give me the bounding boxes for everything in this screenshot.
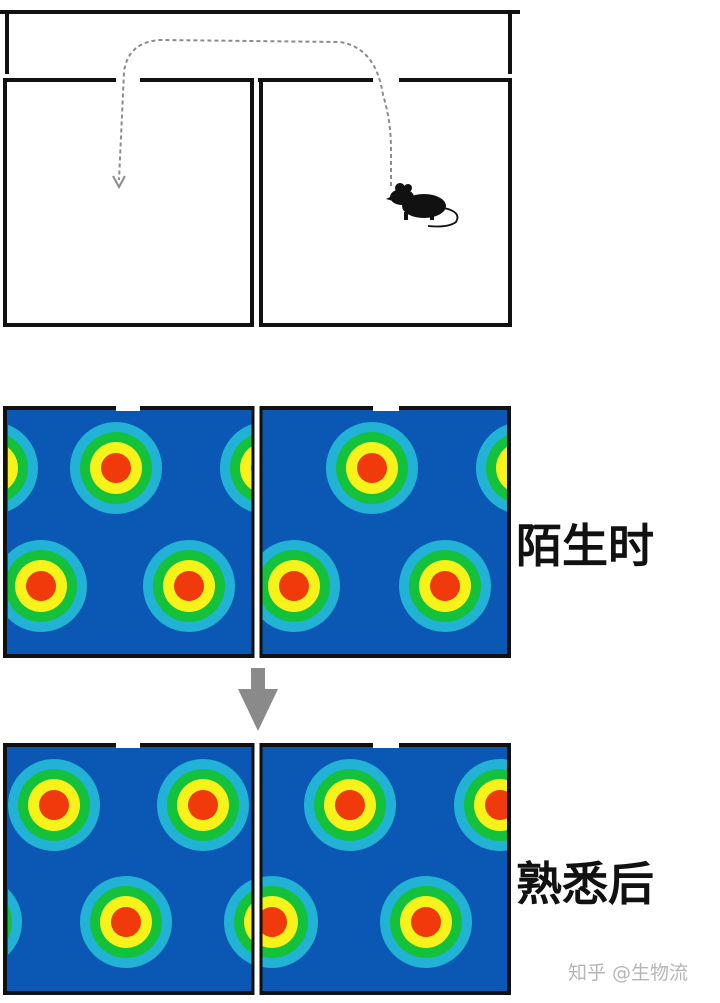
movement-path xyxy=(118,38,392,186)
familiar-door-right xyxy=(373,742,399,748)
unfamiliar-door-right xyxy=(373,405,399,411)
unfamiliar-divider-gap xyxy=(252,405,262,660)
down-arrow-icon xyxy=(238,668,278,731)
place-field xyxy=(476,422,508,514)
place-field xyxy=(8,759,100,851)
label-unfamiliar: 陌生时 xyxy=(516,519,654,573)
place-field xyxy=(157,759,249,851)
place-field xyxy=(454,759,508,851)
place-field xyxy=(399,540,491,632)
place-field xyxy=(70,422,162,514)
label-familiar: 熟悉后 xyxy=(516,857,654,911)
mouse-icon xyxy=(386,183,459,228)
path-arrowhead-icon xyxy=(112,175,126,190)
place-field xyxy=(326,422,418,514)
place-field xyxy=(304,759,396,851)
familiar-door-left xyxy=(116,742,140,748)
unfamiliar-field-map xyxy=(3,405,511,660)
unfamiliar-door-left xyxy=(116,405,140,411)
familiar-divider-gap xyxy=(252,742,262,997)
maze-schematic xyxy=(0,10,520,327)
place-field xyxy=(143,540,235,632)
place-field xyxy=(380,876,472,968)
watermark: 知乎 @生物流 xyxy=(568,962,689,984)
place-field xyxy=(80,876,172,968)
familiar-field-map xyxy=(3,742,511,997)
